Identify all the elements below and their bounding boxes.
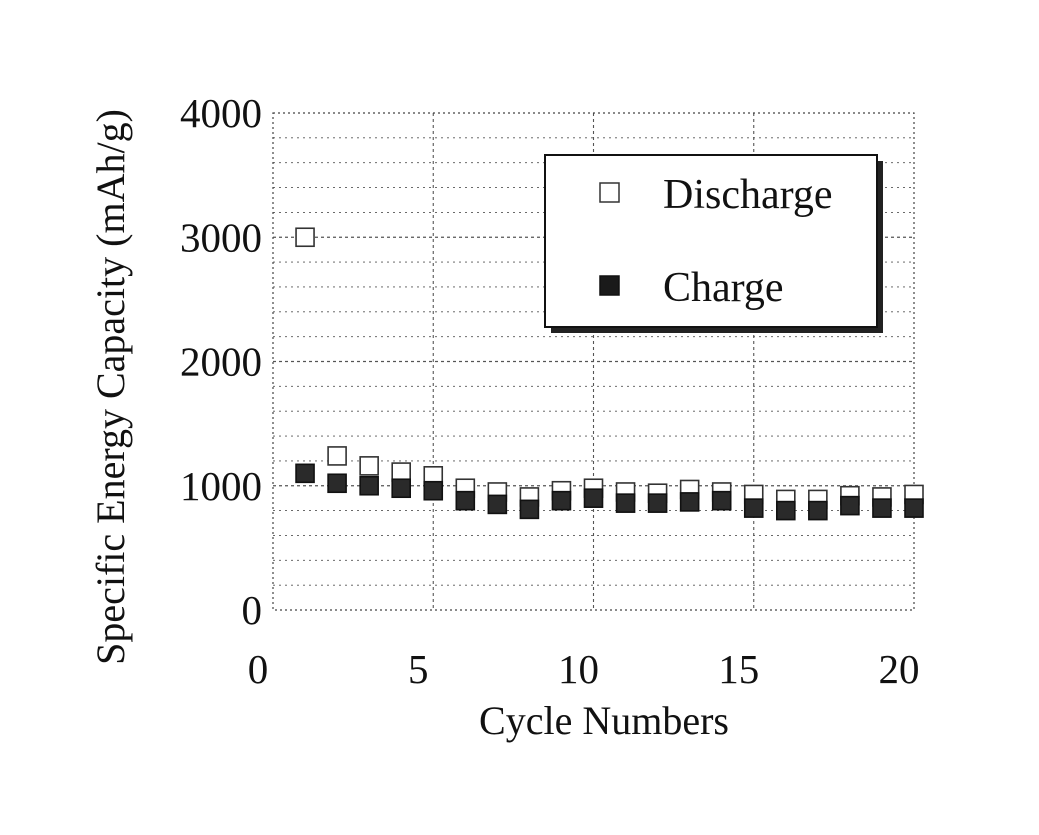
data-point-charge	[392, 479, 410, 497]
data-point-charge	[488, 495, 506, 513]
data-point-charge	[424, 482, 442, 500]
y-tick-label: 2000	[180, 339, 262, 385]
data-point-charge	[456, 492, 474, 510]
y-axis-title: Specific Energy Capacity (mAh/g)	[88, 109, 133, 665]
legend-marker-charge	[600, 276, 619, 295]
data-point-discharge	[328, 447, 346, 465]
y-tick-label: 0	[242, 587, 263, 633]
x-axis-tick-labels: 0 5 10 15 20	[248, 646, 920, 692]
data-point-charge	[617, 494, 635, 512]
data-point-charge	[649, 494, 667, 512]
data-point-charge	[681, 493, 699, 511]
x-tick-label: 10	[558, 646, 599, 692]
legend-label-discharge: Discharge	[663, 172, 833, 218]
data-point-charge	[360, 477, 378, 495]
data-point-charge	[873, 499, 891, 517]
x-tick-label: 5	[408, 646, 429, 692]
legend: Discharge Charge	[545, 155, 883, 333]
data-point-discharge	[392, 463, 410, 481]
data-point-charge	[520, 500, 538, 518]
data-point-charge	[745, 499, 763, 517]
y-tick-label: 3000	[180, 214, 262, 260]
data-point-discharge	[360, 457, 378, 475]
data-point-charge	[777, 502, 795, 520]
x-tick-label: 20	[879, 646, 920, 692]
legend-marker-discharge	[600, 183, 619, 202]
series-charge	[296, 464, 923, 519]
data-point-charge	[841, 497, 859, 515]
data-point-charge	[905, 499, 923, 517]
data-point-charge	[585, 489, 603, 507]
data-point-charge	[809, 502, 827, 520]
x-tick-label: 0	[248, 646, 269, 692]
data-point-charge	[328, 474, 346, 492]
data-point-charge	[552, 492, 570, 510]
data-point-charge	[713, 492, 731, 510]
y-axis-tick-labels: 0 1000 2000 3000 4000	[180, 90, 262, 633]
y-tick-label: 1000	[180, 463, 262, 509]
x-axis-title: Cycle Numbers	[479, 698, 729, 743]
data-point-discharge	[296, 228, 314, 246]
y-tick-label: 4000	[180, 90, 262, 136]
legend-label-charge: Charge	[663, 265, 784, 311]
data-point-charge	[296, 464, 314, 482]
x-tick-label: 15	[718, 646, 759, 692]
